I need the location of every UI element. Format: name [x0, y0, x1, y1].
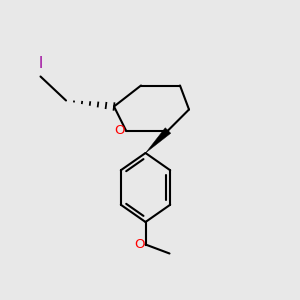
Polygon shape	[146, 128, 171, 153]
Text: O: O	[114, 124, 125, 137]
Text: I: I	[38, 56, 43, 70]
Text: O: O	[134, 238, 145, 251]
